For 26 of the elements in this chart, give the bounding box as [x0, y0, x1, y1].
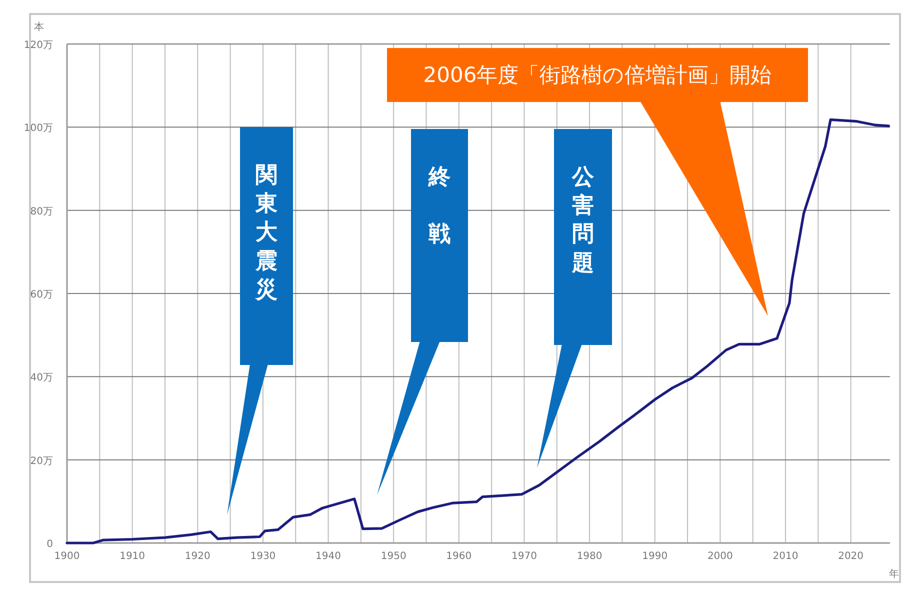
- annotation: 公害問題: [571, 165, 595, 276]
- y-tick-label: 20万: [30, 456, 53, 467]
- y-axis-title: 本: [34, 21, 44, 33]
- annotation: 関東大震災: [254, 163, 278, 302]
- annotation: 2006年度「街路樹の倍増計画」開始: [423, 63, 772, 87]
- x-axis-title: 年: [889, 568, 899, 580]
- x-tick-label: 1910: [120, 551, 146, 562]
- x-tick-label: 1930: [250, 551, 276, 562]
- y-tick-label: 60万: [30, 290, 53, 300]
- y-tick-label: 100万: [24, 123, 53, 134]
- text: 終戦: [428, 165, 450, 248]
- x-tick-label: 2010: [772, 551, 798, 562]
- x-tick-label: 2000: [707, 551, 733, 562]
- y-tick-label: 120万: [24, 40, 53, 51]
- x-tick-label: 1900: [54, 551, 80, 562]
- x-tick-label: 1980: [576, 551, 602, 562]
- x-tick-label: 1920: [184, 551, 210, 562]
- y-tick-label: 40万: [30, 372, 53, 384]
- y-tick-label: 0: [46, 539, 53, 550]
- y-tick-label: 80万: [30, 206, 53, 218]
- x-tick-label: 1950: [380, 551, 406, 562]
- x-tick-label: 1960: [446, 551, 472, 562]
- x-tick-label: 1940: [316, 551, 341, 562]
- x-tick-label: 1970: [511, 551, 537, 562]
- x-tick-label: 2020: [838, 551, 864, 562]
- x-tick-label: 1990: [642, 551, 668, 562]
